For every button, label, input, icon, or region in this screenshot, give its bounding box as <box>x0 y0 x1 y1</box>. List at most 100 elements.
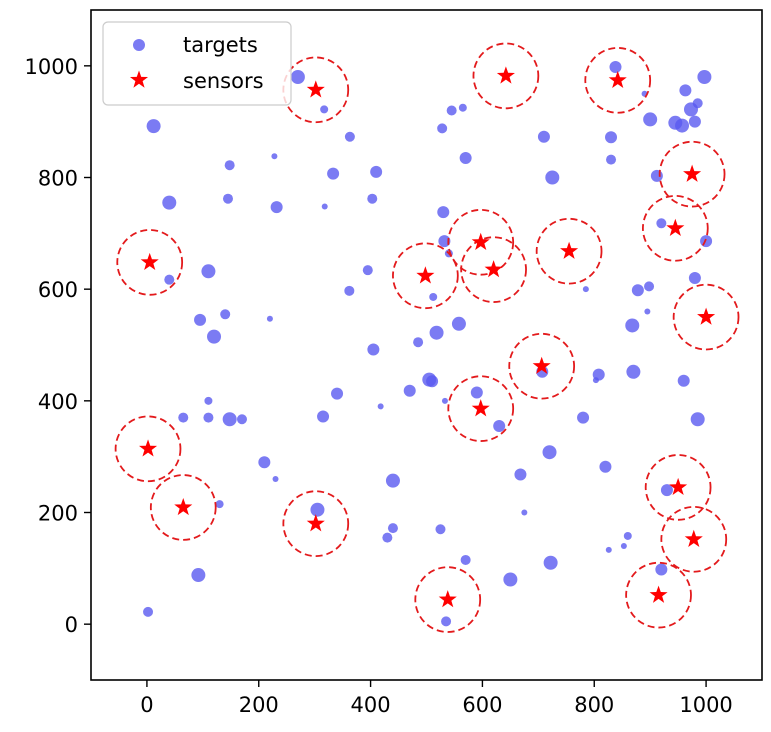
target-point <box>690 412 705 427</box>
sensor-point <box>438 590 457 608</box>
target-point <box>650 169 663 182</box>
target-point <box>446 105 457 116</box>
target-point <box>382 532 393 543</box>
axis-ticks: 0 200 400 600 800 1000 0 200 400 600 800 1000 <box>25 55 733 717</box>
target-point <box>688 272 701 284</box>
x-tick-label: 0 <box>140 693 153 717</box>
target-point <box>582 286 589 293</box>
target-point <box>692 98 703 109</box>
target-point <box>451 316 466 331</box>
target-point <box>370 165 383 178</box>
sensor-coverage-circle <box>392 242 459 310</box>
x-tick-label: 200 <box>239 693 279 717</box>
target-point <box>215 500 224 509</box>
x-tick-label: 600 <box>462 693 502 717</box>
x-tick-label: 800 <box>574 693 614 717</box>
sensor-point <box>532 356 551 374</box>
sensor-point <box>471 232 490 250</box>
sensor-coverage-circle <box>660 505 728 573</box>
target-point <box>403 384 416 397</box>
target-point <box>435 524 446 535</box>
target-point <box>385 473 400 488</box>
target-point <box>426 375 439 388</box>
y-tick-label: 400 <box>38 390 78 414</box>
sensor-coverage-circle <box>672 283 740 351</box>
target-point <box>222 412 237 427</box>
x-tick-label: 1000 <box>679 693 732 717</box>
sensor-point <box>683 164 702 182</box>
sensor-point <box>649 585 668 603</box>
sensor-coverage-circle <box>641 194 709 262</box>
legend-targets-label: targets <box>183 33 258 57</box>
target-point <box>605 131 618 144</box>
sensor-coverage-circle <box>447 208 515 276</box>
y-tick-label: 0 <box>65 613 78 637</box>
x-tick-label: 400 <box>351 693 391 717</box>
target-point <box>367 193 378 204</box>
target-point <box>697 70 712 84</box>
target-point <box>493 419 506 432</box>
legend-targets-marker <box>133 39 145 51</box>
target-point <box>387 523 398 534</box>
target-point <box>543 555 558 570</box>
legend-sensors-label: sensors <box>183 69 264 93</box>
sensor-point <box>608 70 627 89</box>
sensor-point <box>484 260 503 278</box>
target-point <box>162 195 177 210</box>
plot-frame <box>90 9 763 681</box>
target-point <box>623 531 632 540</box>
target-point <box>266 315 273 322</box>
target-point <box>679 84 692 97</box>
sensor-coverage-circle <box>447 375 515 442</box>
target-point <box>459 151 472 164</box>
sensor-point <box>140 252 159 271</box>
target-point <box>606 154 617 165</box>
target-point <box>577 411 590 424</box>
legend-box <box>102 21 292 106</box>
sensor-point <box>496 66 515 84</box>
legend-sensors-marker <box>129 70 149 88</box>
sensor-point <box>669 477 688 496</box>
target-point <box>320 105 329 114</box>
sensor-coverage-circle <box>114 415 182 483</box>
sensor-coverage-circle <box>149 474 217 541</box>
sensor-coverage-circle <box>658 140 726 208</box>
target-point <box>545 170 560 185</box>
target-point <box>655 563 668 576</box>
target-point <box>220 309 231 320</box>
target-point <box>542 445 557 460</box>
target-point <box>644 308 651 315</box>
target-point <box>362 265 373 276</box>
sensor-coverage-circle <box>644 454 712 521</box>
sensor-point <box>306 514 325 532</box>
target-point <box>143 606 154 617</box>
sensor-coverage-circle <box>414 566 482 633</box>
target-point <box>236 414 247 425</box>
target-point <box>164 274 175 285</box>
target-point <box>271 153 278 160</box>
target-point <box>367 343 380 356</box>
target-point <box>437 206 450 219</box>
sensor-point <box>560 241 579 259</box>
sensor-coverage-circle <box>116 229 184 296</box>
target-point <box>224 160 235 171</box>
sensor-point <box>306 80 325 98</box>
target-point <box>178 412 189 423</box>
target-point <box>592 368 605 381</box>
target-point <box>429 325 444 340</box>
target-point <box>631 284 644 297</box>
target-point <box>377 403 384 410</box>
sensor-coverage-circle <box>584 47 652 114</box>
target-point <box>677 374 690 387</box>
sensor-point <box>684 529 703 547</box>
target-point <box>290 70 305 84</box>
target-point <box>204 396 213 405</box>
target-point <box>146 119 161 134</box>
target-point <box>620 543 627 549</box>
target-point <box>191 568 206 583</box>
target-point <box>258 456 271 469</box>
target-point <box>537 130 550 143</box>
y-tick-label: 600 <box>38 278 78 302</box>
target-point <box>438 235 451 248</box>
